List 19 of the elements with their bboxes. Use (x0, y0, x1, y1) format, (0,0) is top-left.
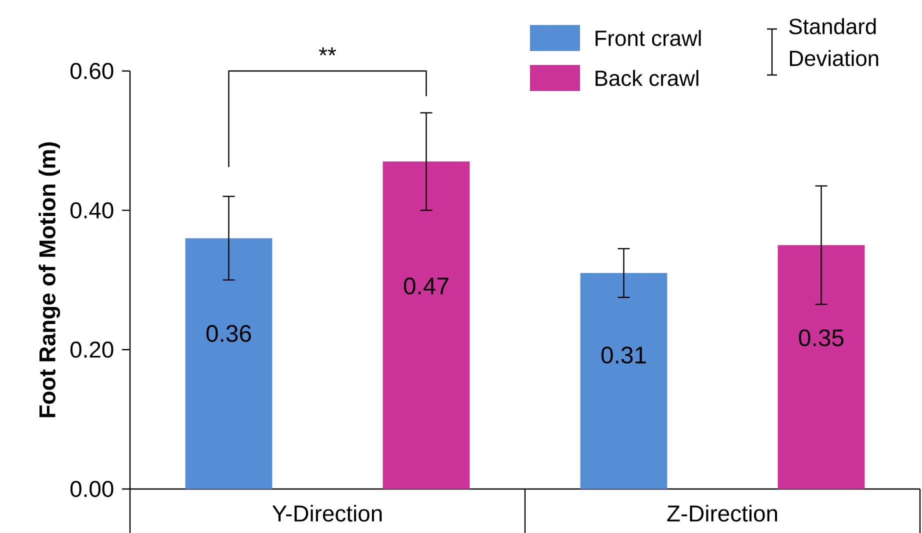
bar (778, 245, 865, 489)
x-tick-label: Z-Direction (667, 504, 778, 522)
bar (185, 238, 272, 489)
data-label: 0.36 (206, 325, 251, 342)
text: ** (318, 47, 336, 56)
x-tick-label: Y-Direction (272, 504, 382, 522)
text: Standard Deviation (789, 18, 878, 66)
bar (580, 273, 668, 489)
data-label: 0.35 (798, 329, 844, 346)
data-label: 0.47 (404, 278, 448, 294)
bar (382, 162, 470, 489)
y-tick-label: 0.00 (70, 480, 114, 498)
y-axis-title: Foot Range of Motion (m) (38, 142, 60, 418)
y-tick-label: 0.20 (70, 342, 114, 358)
data-label: 0.31 (601, 346, 646, 364)
y-tick-label: 0.40 (70, 202, 114, 218)
legend-label: Front crawl (596, 30, 701, 46)
y-tick-label: 0.60 (70, 62, 114, 80)
legend-label: Back crawl (596, 70, 698, 86)
